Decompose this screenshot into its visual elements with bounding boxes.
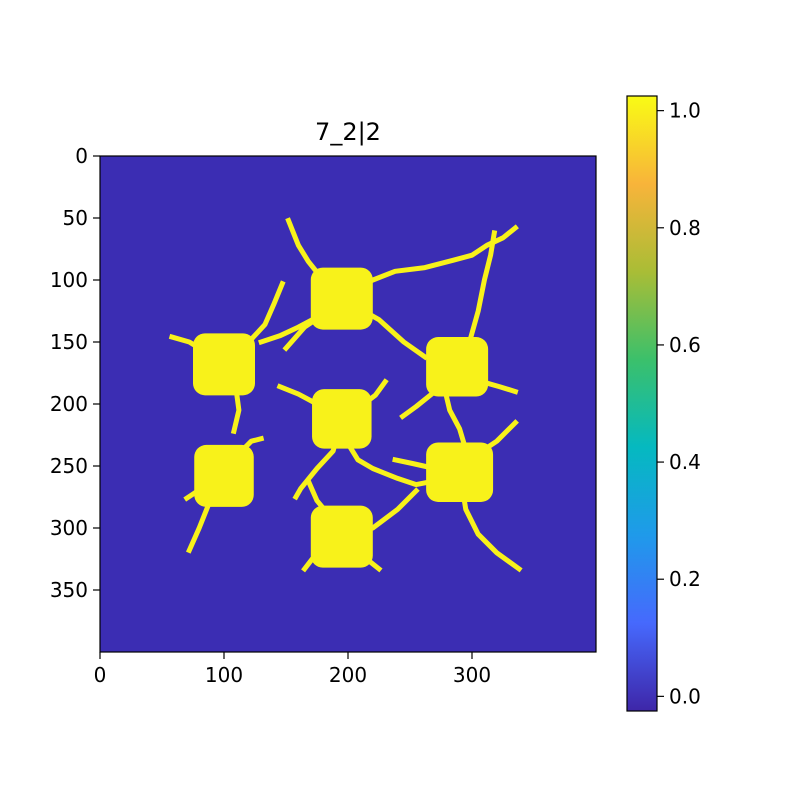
y-tick-label: 100 — [50, 268, 88, 292]
y-tick-label: 50 — [63, 206, 88, 230]
y-tick-label: 350 — [50, 578, 88, 602]
blob-2 — [426, 337, 489, 397]
blob-1 — [193, 333, 255, 396]
colorbar: 0.0 0.2 0.4 0.6 0.8 1.0 — [626, 95, 701, 712]
blob-4 — [194, 444, 254, 507]
x-tick-label: 0 — [94, 663, 107, 687]
colorbar-tick-label: 0.2 — [669, 567, 701, 591]
colorbar-tick-label: 0.0 — [669, 684, 701, 708]
colorbar-gradient — [627, 96, 657, 711]
x-tick-label: 300 — [453, 663, 491, 687]
filament-1 — [338, 224, 519, 303]
blob-5 — [426, 442, 494, 502]
y-tick-label: 150 — [50, 330, 88, 354]
x-tick-label: 200 — [329, 663, 367, 687]
colorbar-tick-label: 0.8 — [669, 216, 701, 240]
y-tick-label: 200 — [50, 392, 88, 416]
colorbar-tick-label: 0.4 — [669, 450, 701, 474]
chart-title: 7_2|2 — [315, 118, 381, 146]
x-tick-label: 100 — [205, 663, 243, 687]
plot-area — [99, 155, 597, 653]
y-tick-label: 250 — [50, 454, 88, 478]
x-axis: 0 100 200 300 — [94, 652, 491, 687]
colorbar-tick-label: 1.0 — [669, 99, 701, 123]
y-tick-label: 0 — [75, 144, 88, 168]
blob-6 — [310, 505, 373, 568]
heatmap-marks — [168, 217, 523, 573]
colorbar-tick-label: 0.6 — [669, 333, 701, 357]
y-tick-label: 300 — [50, 516, 88, 540]
blob-3 — [312, 389, 372, 449]
blob-0 — [310, 267, 373, 330]
y-axis: 0 50 100 150 200 250 300 350 — [50, 144, 100, 602]
colorbar-ticks: 0.0 0.2 0.4 0.6 0.8 1.0 — [657, 99, 701, 708]
colorbar-frame — [626, 95, 658, 712]
